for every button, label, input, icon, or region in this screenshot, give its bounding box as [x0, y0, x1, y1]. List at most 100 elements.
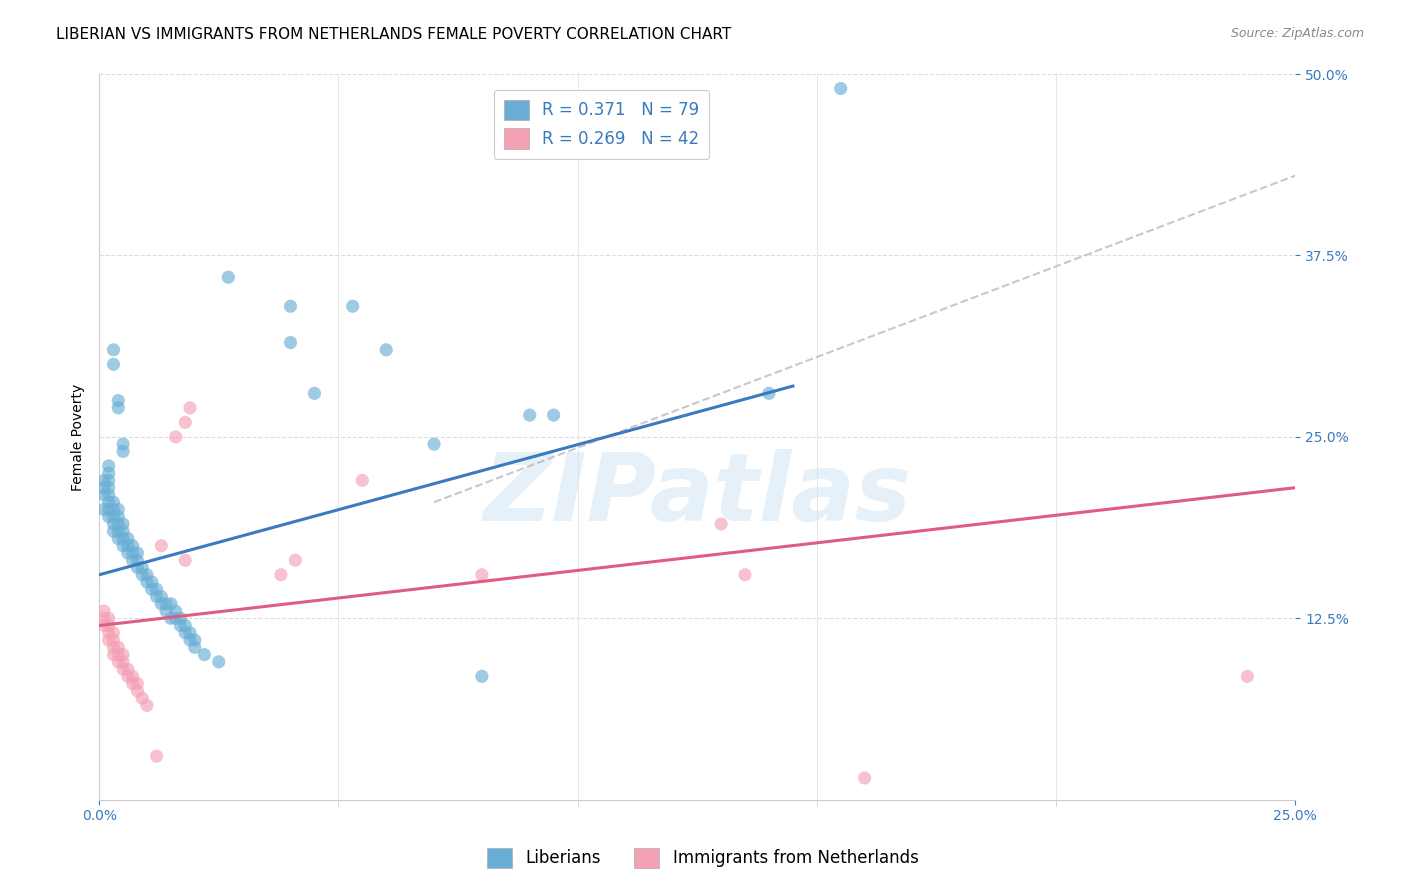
Point	[217, 270, 239, 285]
Point	[107, 524, 129, 539]
Point	[97, 625, 120, 640]
Point	[121, 669, 143, 683]
Point	[121, 539, 143, 553]
Point	[131, 560, 153, 574]
Point	[103, 502, 125, 516]
Point	[97, 488, 120, 502]
Point	[97, 466, 120, 480]
Point	[423, 437, 446, 451]
Point	[710, 516, 733, 531]
Point	[107, 502, 129, 516]
Point	[103, 524, 125, 539]
Point	[107, 516, 129, 531]
Point	[112, 662, 135, 676]
Point	[280, 299, 302, 313]
Point	[97, 611, 120, 625]
Point	[184, 633, 207, 648]
Point	[97, 633, 120, 648]
Point	[107, 532, 129, 546]
Point	[136, 698, 159, 713]
Point	[174, 618, 197, 632]
Point	[93, 474, 115, 488]
Point	[853, 771, 876, 785]
Legend: Liberians, Immigrants from Netherlands: Liberians, Immigrants from Netherlands	[481, 841, 925, 875]
Point	[150, 539, 173, 553]
Point	[471, 669, 494, 683]
Point	[112, 516, 135, 531]
Point	[117, 546, 139, 560]
Point	[830, 81, 852, 95]
Point	[136, 567, 159, 582]
Point	[107, 393, 129, 408]
Text: LIBERIAN VS IMMIGRANTS FROM NETHERLANDS FEMALE POVERTY CORRELATION CHART: LIBERIAN VS IMMIGRANTS FROM NETHERLANDS …	[56, 27, 731, 42]
Point	[103, 495, 125, 509]
Text: Source: ZipAtlas.com: Source: ZipAtlas.com	[1230, 27, 1364, 40]
Point	[117, 532, 139, 546]
Point	[270, 567, 292, 582]
Point	[112, 524, 135, 539]
Point	[93, 488, 115, 502]
Point	[131, 691, 153, 706]
Point	[121, 546, 143, 560]
Point	[155, 604, 177, 618]
Point	[107, 509, 129, 524]
Text: ZIPatlas: ZIPatlas	[484, 449, 911, 541]
Point	[375, 343, 398, 357]
Point	[97, 481, 120, 495]
Point	[103, 343, 125, 357]
Y-axis label: Female Poverty: Female Poverty	[72, 384, 86, 491]
Point	[136, 575, 159, 590]
Point	[179, 633, 201, 648]
Point	[150, 590, 173, 604]
Point	[169, 611, 191, 625]
Point	[112, 532, 135, 546]
Point	[112, 648, 135, 662]
Point	[103, 357, 125, 371]
Point	[127, 560, 149, 574]
Point	[127, 684, 149, 698]
Point	[97, 509, 120, 524]
Point	[284, 553, 307, 567]
Point	[758, 386, 780, 401]
Point	[304, 386, 326, 401]
Point	[179, 625, 201, 640]
Point	[165, 430, 187, 444]
Point	[174, 553, 197, 567]
Point	[141, 575, 163, 590]
Point	[160, 611, 183, 625]
Point	[107, 648, 129, 662]
Point	[160, 597, 183, 611]
Point	[127, 546, 149, 560]
Point	[179, 401, 201, 415]
Point	[93, 618, 115, 632]
Point	[145, 590, 167, 604]
Point	[97, 495, 120, 509]
Point	[145, 582, 167, 597]
Legend: R = 0.371   N = 79, R = 0.269   N = 42: R = 0.371 N = 79, R = 0.269 N = 42	[494, 89, 709, 159]
Point	[93, 481, 115, 495]
Point	[103, 516, 125, 531]
Point	[169, 618, 191, 632]
Point	[471, 567, 494, 582]
Point	[145, 749, 167, 764]
Point	[184, 640, 207, 655]
Point	[97, 502, 120, 516]
Point	[208, 655, 231, 669]
Point	[165, 604, 187, 618]
Point	[112, 655, 135, 669]
Point	[121, 553, 143, 567]
Point	[97, 458, 120, 473]
Point	[174, 416, 197, 430]
Point	[150, 597, 173, 611]
Point	[165, 611, 187, 625]
Point	[117, 662, 139, 676]
Point	[97, 618, 120, 632]
Point	[103, 633, 125, 648]
Point	[103, 625, 125, 640]
Point	[112, 444, 135, 458]
Point	[107, 655, 129, 669]
Point	[131, 567, 153, 582]
Point	[117, 539, 139, 553]
Point	[127, 553, 149, 567]
Point	[103, 648, 125, 662]
